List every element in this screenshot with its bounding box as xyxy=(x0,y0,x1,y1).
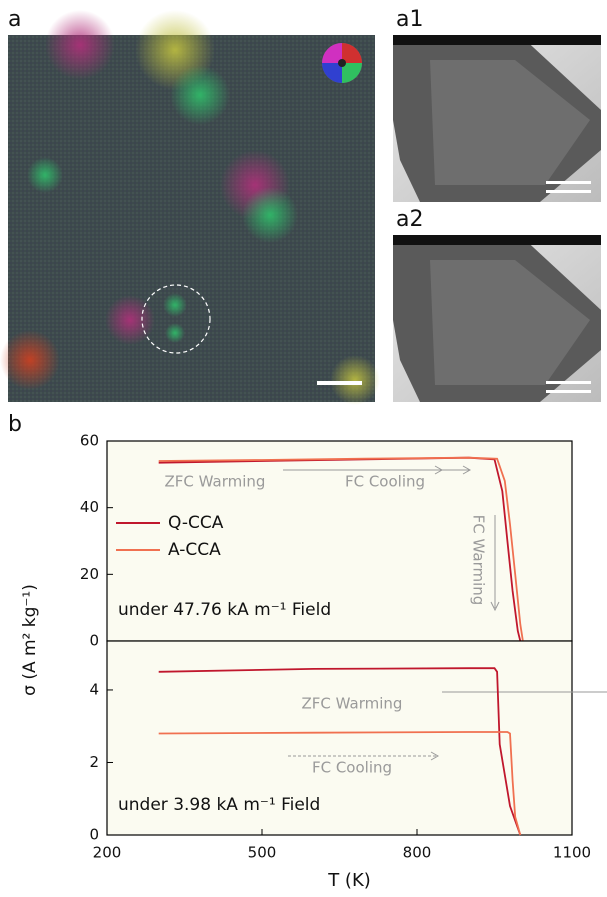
legend-label: A-CCA xyxy=(168,540,221,560)
y-tick-label: 20 xyxy=(80,565,99,583)
panel-label: a1 xyxy=(396,7,423,32)
y-tick-label: 40 xyxy=(80,498,99,516)
y-tick-label: 2 xyxy=(89,753,99,771)
y-tick-label: 0 xyxy=(89,826,99,844)
y-tick-label: 60 xyxy=(80,432,99,450)
annotation: under 3.98 kA m⁻¹ Field xyxy=(118,795,320,815)
annotation: ZFC Warming xyxy=(165,473,266,491)
y-axis-label: σ (A m² kg⁻¹) xyxy=(20,584,40,696)
annotation: FC Cooling xyxy=(312,759,392,777)
x-tick-label: 800 xyxy=(403,844,432,862)
panel-label: b xyxy=(8,412,22,437)
panel-label: a xyxy=(8,7,21,32)
y-tick-label: 4 xyxy=(89,680,99,698)
legend-label: Q-CCA xyxy=(168,513,224,533)
x-tick-label: 200 xyxy=(93,844,122,862)
annotation: FC Cooling xyxy=(345,473,425,491)
micrograph-a xyxy=(0,10,380,405)
annotation: under 47.76 kA m⁻¹ Field xyxy=(118,600,331,620)
x-tick-label: 1100 xyxy=(553,844,591,862)
figure: a a1 a2 b σ (A m² kg⁻¹) 0204060ZFC Warmi… xyxy=(0,0,607,897)
y-tick-label: 0 xyxy=(89,632,99,650)
annotation: ZFC Warming xyxy=(302,695,403,713)
x-axis-label: T (K) xyxy=(327,870,371,891)
annotation: FC Warming xyxy=(470,515,488,606)
x-tick-label: 500 xyxy=(248,844,277,862)
panel-label: a2 xyxy=(396,207,423,232)
micrograph-a2 xyxy=(393,235,601,402)
micrograph-a1 xyxy=(393,35,601,202)
